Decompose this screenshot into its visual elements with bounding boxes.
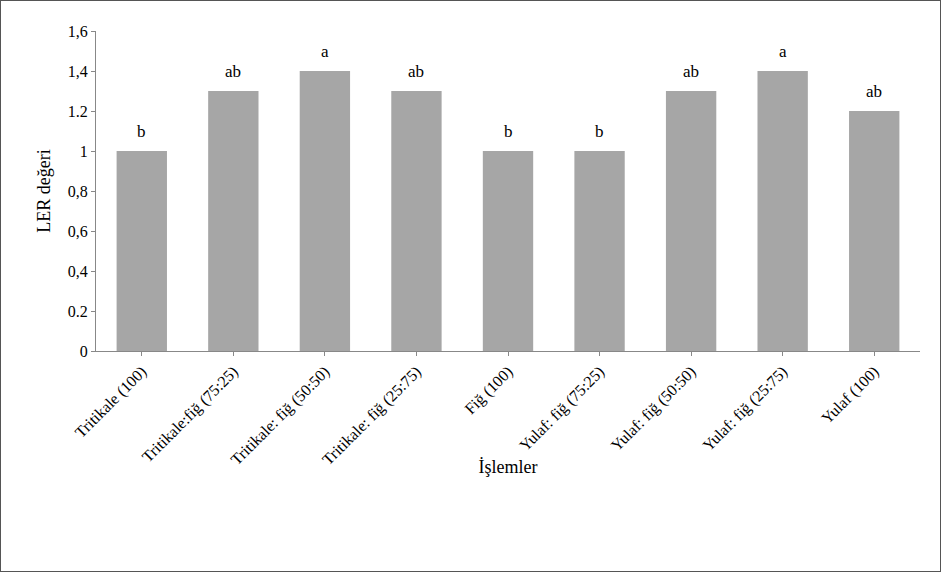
svg-text:Tritikale: fiğ (25:75): Tritikale: fiğ (25:75): [319, 363, 425, 469]
svg-text:0,4: 0,4: [68, 263, 88, 280]
svg-text:Yulaf (100): Yulaf (100): [818, 363, 883, 428]
svg-text:a: a: [779, 42, 787, 61]
svg-text:LER değeri: LER değeri: [34, 149, 54, 232]
svg-text:Yulaf: fiğ (25:75): Yulaf: fiğ (25:75): [699, 363, 791, 455]
svg-text:a: a: [321, 42, 329, 61]
svg-text:b: b: [504, 122, 513, 141]
svg-text:ab: ab: [408, 62, 424, 81]
svg-text:Tritikale (100): Tritikale (100): [72, 363, 151, 442]
svg-text:ab: ab: [683, 62, 699, 81]
svg-text:1,6: 1,6: [68, 23, 88, 40]
svg-text:0,8: 0,8: [68, 183, 88, 200]
svg-text:0.2: 0.2: [68, 303, 88, 320]
svg-text:1.2: 1.2: [68, 103, 88, 120]
svg-text:Yulaf: fiğ (75:25): Yulaf: fiğ (75:25): [516, 363, 608, 455]
svg-text:0: 0: [80, 343, 88, 360]
svg-text:b: b: [137, 122, 146, 141]
svg-text:ab: ab: [866, 82, 882, 101]
svg-text:Tritikale:fiğ (75:25): Tritikale:fiğ (75:25): [139, 363, 242, 466]
svg-text:0,6: 0,6: [68, 223, 88, 240]
svg-text:Fiğ (100): Fiğ (100): [461, 363, 516, 418]
svg-text:1: 1: [80, 143, 88, 160]
svg-text:İşlemler: İşlemler: [479, 457, 538, 477]
svg-text:ab: ab: [225, 62, 241, 81]
svg-text:b: b: [595, 122, 604, 141]
svg-text:Tritikale: fiğ (50:50): Tritikale: fiğ (50:50): [227, 363, 333, 469]
svg-text:1,4: 1,4: [68, 63, 88, 80]
svg-text:Yulaf: fiğ (50:50): Yulaf: fiğ (50:50): [608, 363, 700, 455]
